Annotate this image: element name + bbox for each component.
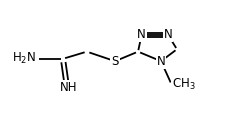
Text: NH: NH [59,81,77,94]
Text: H$_2$N: H$_2$N [12,51,36,66]
Text: N: N [156,55,165,68]
Text: S: S [111,55,118,68]
Text: CH$_3$: CH$_3$ [171,77,195,92]
Text: N: N [137,28,145,41]
Text: N: N [163,28,172,41]
